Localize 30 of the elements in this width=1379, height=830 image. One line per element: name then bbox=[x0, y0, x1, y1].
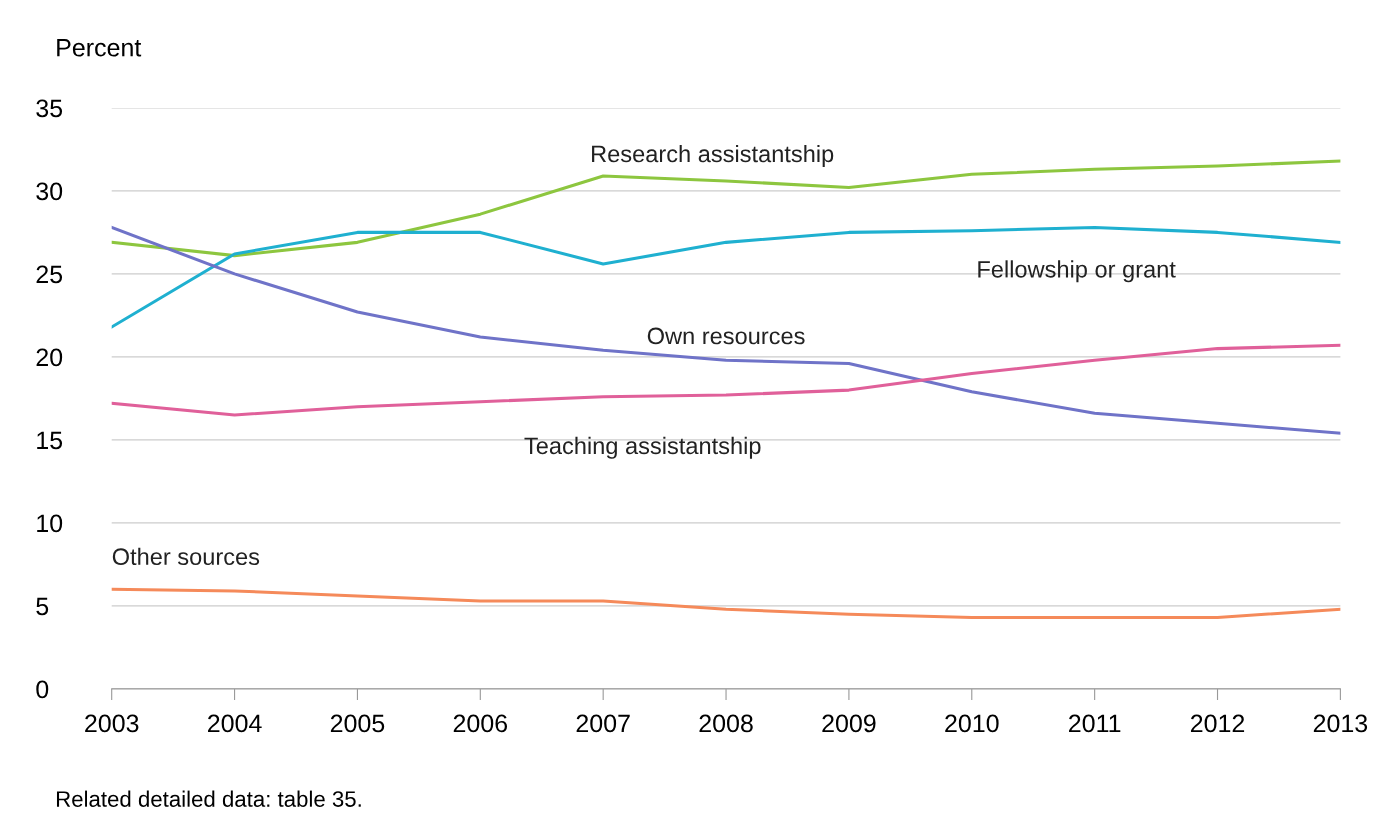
series-label: Research assistantship bbox=[592, 144, 834, 167]
x-tick-label: 2006 bbox=[453, 714, 508, 733]
y-tick-label: 30 bbox=[36, 182, 63, 201]
series-label: Fellowship or grant bbox=[978, 260, 1176, 283]
x-tick-label: 2008 bbox=[699, 714, 753, 733]
y-tick-label: 10 bbox=[37, 514, 63, 533]
text: Related detailed data: table 35. bbox=[56, 790, 361, 807]
x-tick-label: 2013 bbox=[1313, 714, 1368, 733]
x-tick-label: 2012 bbox=[1190, 714, 1245, 733]
x-tick-label: 2007 bbox=[576, 714, 630, 733]
y-tick-label: 20 bbox=[36, 348, 63, 367]
x-tick-label: 2010 bbox=[945, 714, 999, 733]
y-tick-label: 35 bbox=[36, 99, 63, 118]
y-tick-label: 0 bbox=[36, 680, 49, 699]
x-tick-label: 2004 bbox=[208, 714, 262, 733]
y-axis-title: Percent bbox=[57, 39, 142, 57]
series-label: Own resources bbox=[647, 327, 805, 345]
x-tick-label: 2009 bbox=[822, 714, 876, 733]
x-tick-label: 2011 bbox=[1069, 714, 1121, 733]
series-label: Teaching assistantship bbox=[524, 436, 761, 459]
line-series bbox=[111, 343, 1341, 417]
series-label: Other sources bbox=[112, 547, 260, 566]
y-tick-label: 5 bbox=[36, 597, 49, 616]
y-tick-label: 25 bbox=[36, 265, 63, 284]
x-tick-label: 2003 bbox=[85, 714, 139, 733]
y-tick-label: 15 bbox=[37, 431, 63, 450]
x-tick-label: 2005 bbox=[330, 714, 385, 733]
line-series bbox=[111, 587, 1341, 620]
line-series bbox=[111, 225, 1341, 435]
line-series bbox=[111, 225, 1341, 329]
